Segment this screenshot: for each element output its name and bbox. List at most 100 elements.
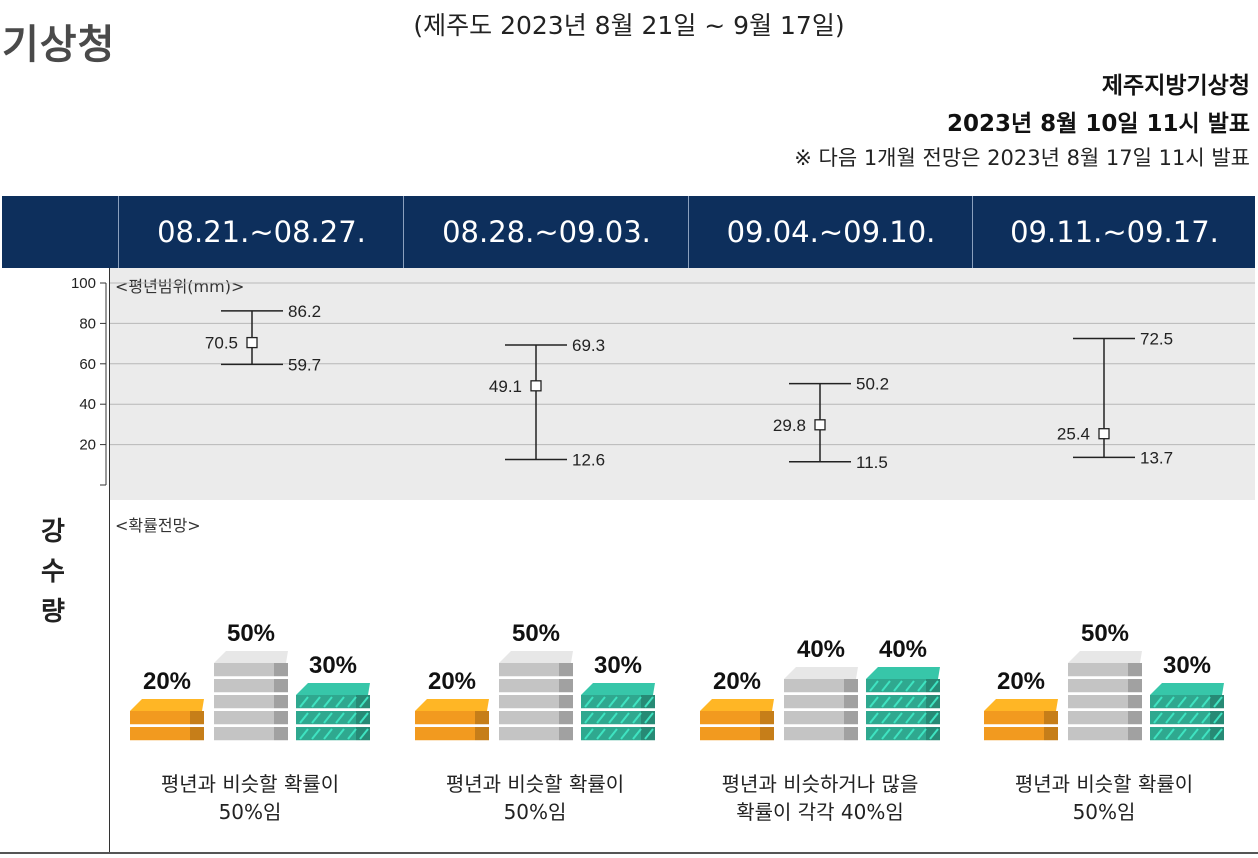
above-block-stripe: [893, 680, 903, 692]
week-4-caption-line-2: 50%임: [1072, 800, 1136, 824]
below-block-top: [130, 699, 204, 711]
normal-block-side: [559, 711, 573, 725]
above-block-stripe: [917, 696, 927, 708]
below-block-side: [190, 727, 204, 741]
range-mid-marker: [530, 380, 542, 392]
range-low-label: 59.7: [288, 355, 321, 374]
above-block-stripe: [1201, 712, 1211, 724]
normal-block-side: [274, 679, 288, 693]
above-block-stripe: [893, 696, 903, 708]
above-block-top: [866, 667, 940, 679]
above-block-stripe: [869, 728, 879, 740]
above-block-stripe: [632, 712, 642, 724]
normal-block-side: [559, 695, 573, 709]
above-block-stripe: [299, 728, 309, 740]
week-1-caption: 평년과 비슷할 확률이 50%임: [110, 770, 390, 826]
normal-block-slab: [499, 663, 573, 677]
above-block-stripe: [929, 680, 939, 692]
normal-block-side: [559, 679, 573, 693]
range-high-label: 50.2: [856, 375, 889, 394]
week-4-caption-line-1: 평년과 비슷할 확률이: [1014, 772, 1194, 796]
above-block-stripe: [869, 696, 879, 708]
normal-probability-label: 50%: [227, 620, 275, 647]
above-block-stripe: [1201, 696, 1211, 708]
above-block-slab: [866, 727, 940, 741]
above-block-stripe: [1177, 696, 1187, 708]
above-block-slab: [1150, 711, 1224, 725]
below-block-side: [1044, 727, 1058, 741]
week-3-caption: 평년과 비슷하거나 많을 확률이 각각 40%임: [680, 770, 960, 826]
above-block-stripe: [311, 728, 321, 740]
normal-block-slab: [214, 695, 288, 709]
normal-block-slab: [214, 711, 288, 725]
week-1-probability-stacks: 20% 50% 30%: [130, 620, 370, 742]
below-block-slab: [984, 727, 1058, 741]
above-block-slab: [866, 711, 940, 725]
above-block-stripe: [905, 728, 915, 740]
normal-block-slab: [499, 711, 573, 725]
above-block-stripe: [632, 728, 642, 740]
week-1-caption-line-2: 50%임: [218, 800, 282, 824]
above-block-stripe: [881, 712, 891, 724]
below-block-slab: [415, 711, 489, 725]
above-block-stripe: [881, 680, 891, 692]
normal-block-side: [274, 695, 288, 709]
normal-block-side: [844, 679, 858, 693]
above-block-stripe: [359, 712, 369, 724]
above-block-slab: [1150, 727, 1224, 741]
above-block-stripe: [620, 696, 630, 708]
y-tick-label: 100: [71, 275, 96, 292]
below-block-top: [984, 699, 1058, 711]
above-probability-label: 30%: [594, 652, 642, 679]
precipitation-label-char-2: 수: [41, 557, 65, 587]
precipitation-label: 강 수 량: [38, 512, 68, 632]
above-block-stripe: [917, 680, 927, 692]
normal-block-top: [1068, 651, 1142, 663]
below-block-slab: [984, 711, 1058, 725]
above-probability-label: 30%: [1163, 652, 1211, 679]
normal-block-slab: [1068, 711, 1142, 725]
normal-block-slab: [499, 695, 573, 709]
range-mid-marker: [246, 336, 258, 349]
above-block-stripe: [929, 728, 939, 740]
above-block-stripe: [299, 696, 309, 708]
normal-block-slab: [214, 679, 288, 693]
normal-block-slab: [784, 679, 858, 693]
above-block-stripe: [917, 712, 927, 724]
above-block-stripe: [1165, 696, 1175, 708]
above-block-stripe: [644, 712, 654, 724]
above-block-stripe: [323, 728, 333, 740]
above-block-stripe: [1153, 712, 1163, 724]
below-block-side: [1044, 711, 1058, 725]
week-header-row: 08.21.~08.27. 08.28.~09.03. 09.04.~09.10…: [2, 196, 1255, 268]
normal-block-side: [844, 727, 858, 741]
normal-block-slab: [1068, 727, 1142, 741]
normal-block-side: [844, 695, 858, 709]
above-block-stripe: [584, 712, 594, 724]
normal-block-slab: [214, 663, 288, 677]
above-block-stripe: [929, 712, 939, 724]
above-block-stripe: [311, 712, 321, 724]
week-header-2: 08.28.~09.03.: [403, 196, 689, 268]
normal-probability-label: 50%: [512, 620, 560, 647]
above-block-stripe: [929, 696, 939, 708]
above-block-stripe: [608, 712, 618, 724]
normal-block-side: [559, 663, 573, 677]
above-block-slab: [866, 679, 940, 693]
normal-block-side: [274, 711, 288, 725]
above-block-stripe: [335, 712, 345, 724]
above-block-stripe: [596, 728, 606, 740]
above-block-slab: [581, 695, 655, 709]
above-block-stripe: [311, 696, 321, 708]
range-low-label: 11.5: [856, 453, 888, 472]
range-mid-marker: [814, 419, 826, 431]
issuing-office: 제주지방기상청: [1101, 73, 1250, 99]
above-block-stripe: [347, 696, 357, 708]
range-low-label: 12.6: [572, 451, 605, 470]
below-probability-label: 20%: [997, 668, 1045, 695]
below-block-slab: [130, 727, 204, 741]
normal-block-slab: [1068, 663, 1142, 677]
week-3-caption-line-1: 평년과 비슷하거나 많을: [721, 772, 919, 796]
above-block-stripe: [620, 728, 630, 740]
range-mid-label: 29.8: [773, 416, 806, 435]
